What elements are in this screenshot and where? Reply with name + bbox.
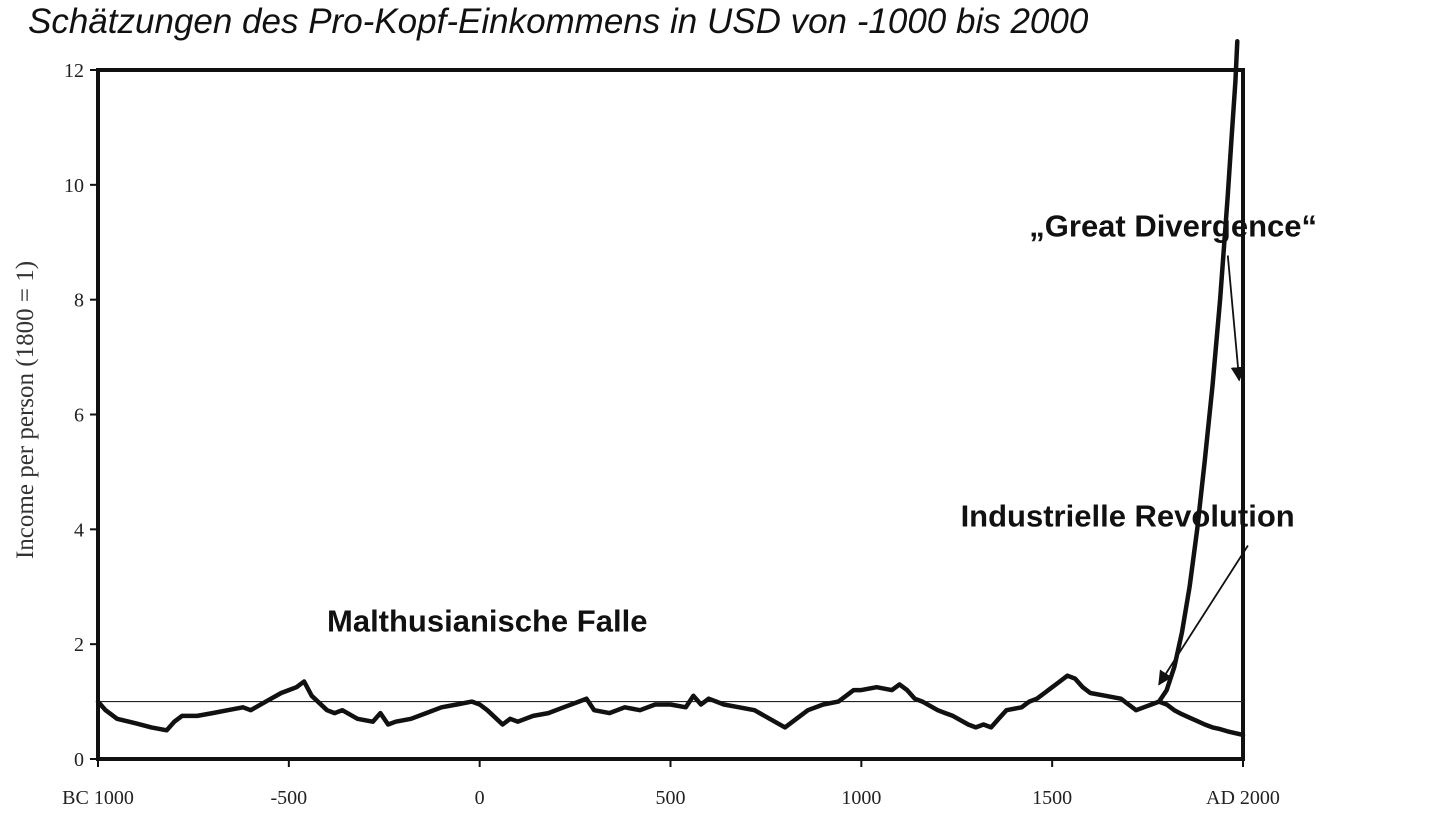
y-tick-label: 4 [74, 519, 84, 541]
plot-frame [96, 68, 1245, 761]
x-tick-label: -500 [270, 787, 307, 809]
axes [96, 68, 1245, 761]
series-group [95, 39, 1246, 738]
annotation-arrow [1226, 255, 1246, 382]
x-tick-label: 1500 [1032, 787, 1072, 809]
y-tick-label: 0 [74, 749, 84, 771]
ticks: 0 2 4 6 8 10 12 BC 1000 -500 0 500 1000 1500 AD 2000 [62, 60, 1280, 809]
y-tick-label: 8 [74, 290, 84, 312]
x-tick-label: BC 1000 [62, 787, 134, 809]
annotation-label: „Great Divergence“ [1029, 209, 1317, 244]
annotation-label: Industrielle Revolution [961, 498, 1295, 533]
x-tick-label: 0 [475, 787, 485, 809]
annotations: „Great Divergence“ Industrielle Revolutio… [327, 209, 1317, 686]
series-line-3 [1156, 39, 1240, 704]
y-tick-label: 10 [64, 175, 84, 197]
x-tick-label: 1000 [841, 787, 881, 809]
y-tick-label: 2 [74, 634, 84, 656]
y-axis-title: Income per person (1800 = 1) [12, 261, 39, 559]
series-line-2 [1156, 699, 1246, 738]
y-tick-label: 12 [64, 60, 84, 82]
page-title: Schätzungen des Pro-Kopf-Einkommens in U… [28, 2, 1089, 41]
series-line-1 [95, 673, 1162, 733]
annotation-arrow [1158, 544, 1249, 686]
annotation-label: Malthusianische Falle [327, 604, 647, 639]
y-tick-label: 6 [74, 405, 84, 427]
x-tick-label: 500 [656, 787, 686, 809]
x-tick-label: AD 2000 [1206, 787, 1280, 809]
